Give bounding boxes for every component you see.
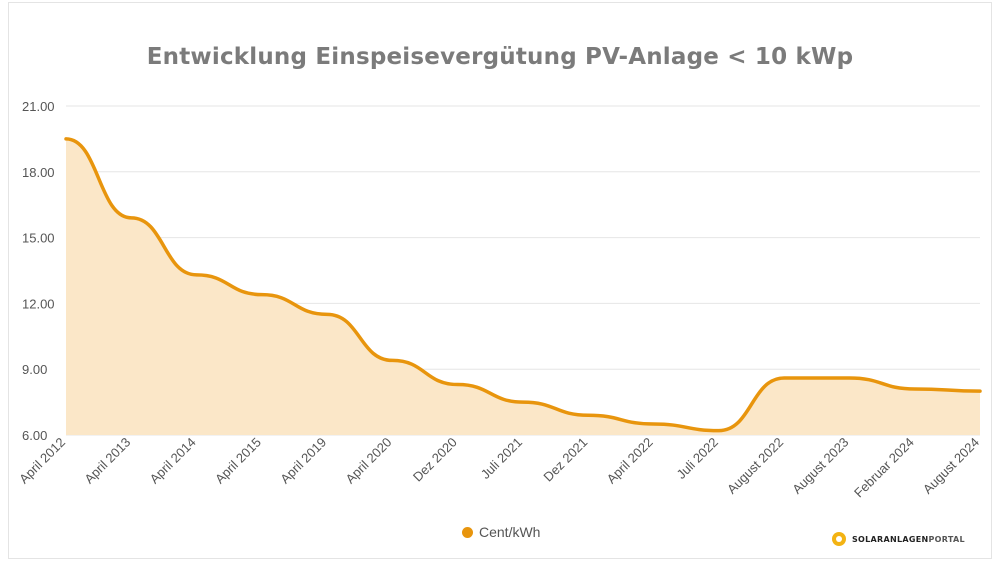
x-tick-label: April 2015 bbox=[212, 435, 264, 487]
brand-name-part2: PORTAL bbox=[928, 534, 965, 544]
x-tick-label: August 2023 bbox=[789, 435, 851, 497]
x-tick-label: August 2022 bbox=[724, 435, 786, 497]
brand-name-part1: SOLARANLAGEN bbox=[852, 534, 929, 544]
series-area bbox=[66, 138, 980, 435]
x-tick-label: April 2013 bbox=[81, 435, 133, 487]
x-tick-label: April 2014 bbox=[147, 435, 199, 487]
x-tick-label: Februar 2024 bbox=[851, 435, 917, 501]
brand-logo: SOLARANLAGENPORTAL bbox=[832, 532, 965, 546]
x-tick-label: Juli 2022 bbox=[674, 435, 721, 482]
x-tick-label: Juli 2021 bbox=[478, 435, 525, 482]
x-tick-label: April 2022 bbox=[604, 435, 656, 487]
x-tick-label: August 2024 bbox=[920, 435, 982, 497]
legend-label: Cent/kWh bbox=[479, 524, 541, 540]
x-tick-label: April 2020 bbox=[343, 435, 395, 487]
legend[interactable]: Cent/kWh bbox=[462, 524, 540, 540]
x-tick-label: Dez 2021 bbox=[540, 435, 590, 485]
y-tick-label: 18.00 bbox=[22, 165, 55, 180]
y-tick-label: 21.00 bbox=[22, 99, 55, 114]
y-tick-label: 15.00 bbox=[22, 231, 55, 246]
sun-icon bbox=[832, 532, 846, 546]
chart-title: Entwicklung Einspeisevergütung PV-Anlage… bbox=[146, 44, 854, 70]
x-tick-label: Dez 2020 bbox=[410, 435, 460, 485]
y-tick-label: 6.00 bbox=[22, 428, 47, 443]
legend-marker bbox=[462, 526, 473, 538]
y-tick-label: 12.00 bbox=[22, 296, 55, 311]
x-tick-label: April 2019 bbox=[277, 435, 329, 487]
y-tick-label: 9.00 bbox=[22, 362, 47, 377]
series-line bbox=[64, 137, 982, 433]
